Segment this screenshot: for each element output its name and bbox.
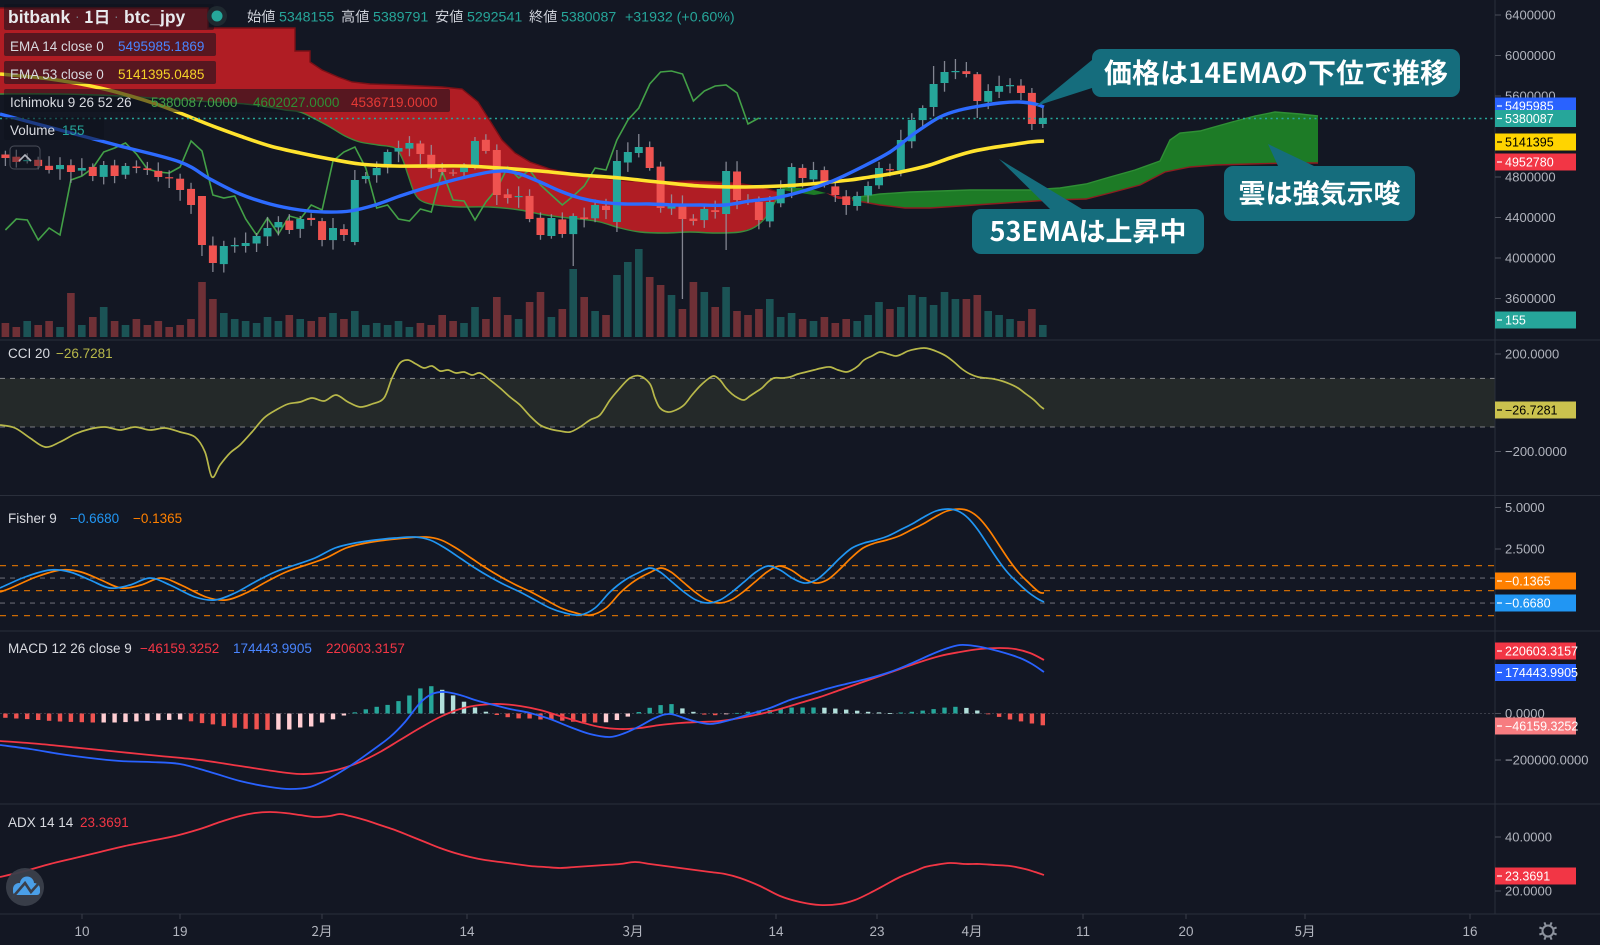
svg-text:3600000: 3600000 xyxy=(1505,291,1556,306)
svg-text:·: · xyxy=(114,8,119,24)
svg-text:19: 19 xyxy=(172,924,187,939)
svg-text:220603.3157: 220603.3157 xyxy=(326,641,405,656)
svg-text:bitbank: bitbank xyxy=(8,7,70,27)
svg-text:40.0000: 40.0000 xyxy=(1505,830,1552,845)
svg-text:btc_jpy: btc_jpy xyxy=(124,7,186,27)
svg-text:5141395: 5141395 xyxy=(1505,136,1554,150)
svg-text:−0.6680: −0.6680 xyxy=(70,511,119,526)
svg-text:16: 16 xyxy=(1462,924,1477,939)
svg-text:5.0000: 5.0000 xyxy=(1505,500,1545,515)
svg-text:+31932 (+0.60%): +31932 (+0.60%) xyxy=(625,10,735,26)
svg-text:5380087.0000: 5380087.0000 xyxy=(151,95,237,110)
svg-text:5380087: 5380087 xyxy=(561,10,616,26)
svg-text:23.3691: 23.3691 xyxy=(80,815,129,830)
svg-text:14: 14 xyxy=(459,924,475,939)
svg-text:−200000.0000: −200000.0000 xyxy=(1505,753,1589,768)
svg-text:4000000: 4000000 xyxy=(1505,251,1556,266)
svg-text:Fisher 9: Fisher 9 xyxy=(8,511,57,526)
svg-text:20: 20 xyxy=(1178,924,1193,939)
svg-text:4400000: 4400000 xyxy=(1505,210,1556,225)
svg-text:Ichimoku 9 26 52 26: Ichimoku 9 26 52 26 xyxy=(10,95,132,110)
svg-text:23: 23 xyxy=(869,924,884,939)
svg-text:5141395.0485: 5141395.0485 xyxy=(118,67,204,82)
svg-text:−0.6680: −0.6680 xyxy=(1505,597,1551,611)
svg-text:155: 155 xyxy=(1505,314,1526,328)
svg-text:6400000: 6400000 xyxy=(1505,8,1556,23)
svg-text:155: 155 xyxy=(62,123,85,138)
svg-text:14: 14 xyxy=(768,924,784,939)
svg-text:5292541: 5292541 xyxy=(467,10,522,26)
svg-text:4602027.0000: 4602027.0000 xyxy=(253,95,339,110)
svg-text:−26.7281: −26.7281 xyxy=(1505,404,1558,418)
svg-text:5348155: 5348155 xyxy=(279,10,334,26)
svg-text:ADX 14 14: ADX 14 14 xyxy=(8,815,74,830)
svg-text:5389791: 5389791 xyxy=(373,10,428,26)
svg-text:174443.9905: 174443.9905 xyxy=(1505,666,1578,680)
svg-text:Volume: Volume xyxy=(10,123,55,138)
svg-text:·: · xyxy=(75,8,80,24)
svg-text:200.0000: 200.0000 xyxy=(1505,347,1559,362)
svg-text:EMA 53 close 0: EMA 53 close 0 xyxy=(10,67,104,82)
svg-text:0.0000: 0.0000 xyxy=(1505,706,1545,721)
svg-text:4536719.0000: 4536719.0000 xyxy=(351,95,437,110)
svg-text:20.0000: 20.0000 xyxy=(1505,884,1552,899)
svg-text:−0.1365: −0.1365 xyxy=(133,511,182,526)
svg-text:4800000: 4800000 xyxy=(1505,170,1556,185)
svg-text:11: 11 xyxy=(1076,924,1090,939)
svg-text:−0.1365: −0.1365 xyxy=(1505,575,1551,589)
svg-text:23.3691: 23.3691 xyxy=(1505,870,1550,884)
svg-text:174443.9905: 174443.9905 xyxy=(233,641,312,656)
svg-text:−26.7281: −26.7281 xyxy=(56,346,113,361)
svg-text:−46159.3252: −46159.3252 xyxy=(1505,720,1578,734)
svg-text:6000000: 6000000 xyxy=(1505,48,1556,63)
svg-text:−200.0000: −200.0000 xyxy=(1505,444,1567,459)
svg-text:4952780: 4952780 xyxy=(1505,156,1554,170)
svg-text:EMA 14 close 0: EMA 14 close 0 xyxy=(10,39,104,54)
svg-text:5380087: 5380087 xyxy=(1505,112,1554,126)
svg-text:10: 10 xyxy=(74,924,89,939)
svg-text:CCI 20: CCI 20 xyxy=(8,346,50,361)
svg-text:−46159.3252: −46159.3252 xyxy=(140,641,219,656)
svg-text:2.5000: 2.5000 xyxy=(1505,542,1545,557)
svg-text:5495985.1869: 5495985.1869 xyxy=(118,39,204,54)
svg-text:MACD 12 26 close 9: MACD 12 26 close 9 xyxy=(8,641,132,656)
svg-text:220603.3157: 220603.3157 xyxy=(1505,645,1578,659)
